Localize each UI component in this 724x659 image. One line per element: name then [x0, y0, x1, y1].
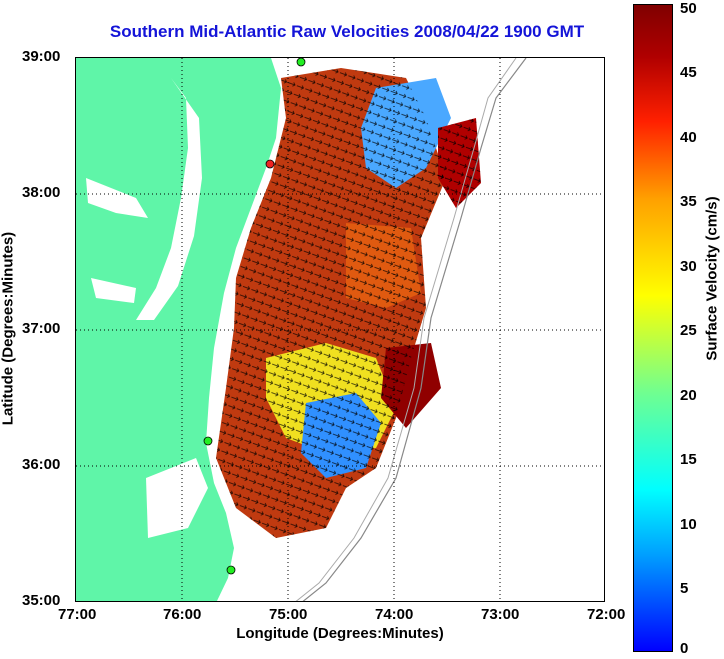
bathymetry-contour — [302, 58, 527, 601]
map-title: Southern Mid-Atlantic Raw Velocities 200… — [109, 22, 585, 41]
colorbar-tick-label: 40 — [680, 129, 697, 146]
velocity-colorbar — [633, 4, 673, 652]
x-tick-label: 77:00 — [58, 606, 97, 623]
y-tick-label: 39:00 — [22, 48, 61, 65]
x-axis-label: Longitude (Degrees:Minutes) — [236, 625, 444, 642]
bay-water — [86, 178, 148, 218]
colorbar-tick-label: 45 — [680, 64, 697, 81]
bay-water — [136, 78, 202, 320]
colorbar-tick-label: 10 — [680, 516, 697, 533]
x-tick-label: 73:00 — [481, 606, 520, 623]
x-tick-label: 74:00 — [375, 606, 414, 623]
radar-station-marker — [265, 159, 275, 169]
y-axis-label: Latitude (Degrees:Minutes) — [0, 231, 17, 426]
bay-water — [91, 278, 136, 303]
colorbar-tick-label: 20 — [680, 387, 697, 404]
bathymetry-contour — [295, 58, 517, 601]
x-tick-label: 75:00 — [269, 606, 308, 623]
x-tick-label: 76:00 — [163, 606, 202, 623]
colorbar-tick-label: 25 — [680, 322, 697, 339]
y-tick-label: 35:00 — [22, 592, 61, 609]
y-tick-label: 36:00 — [22, 456, 61, 473]
velocity-field — [216, 68, 481, 538]
radar-station-marker — [296, 58, 306, 67]
colorbar-tick-label: 5 — [680, 580, 689, 597]
radar-station-marker — [203, 436, 213, 446]
colorbar-tick-label: 15 — [680, 451, 697, 468]
x-tick-label: 72:00 — [587, 606, 626, 623]
y-tick-label: 37:00 — [22, 320, 61, 337]
y-tick-label: 38:00 — [22, 184, 61, 201]
colorbar-tick-label: 30 — [680, 258, 697, 275]
sound-water — [146, 458, 208, 538]
colorbar-tick-label: 0 — [680, 640, 689, 657]
colorbar-tick-label: 35 — [680, 193, 697, 210]
colorbar-label: Surface Velocity (cm/s) — [703, 196, 721, 361]
land-mass — [76, 58, 281, 601]
colorbar-tick-label: 50 — [680, 0, 697, 17]
grid-lines — [76, 58, 604, 601]
map-plot — [75, 57, 605, 602]
radar-station-marker — [226, 565, 236, 575]
